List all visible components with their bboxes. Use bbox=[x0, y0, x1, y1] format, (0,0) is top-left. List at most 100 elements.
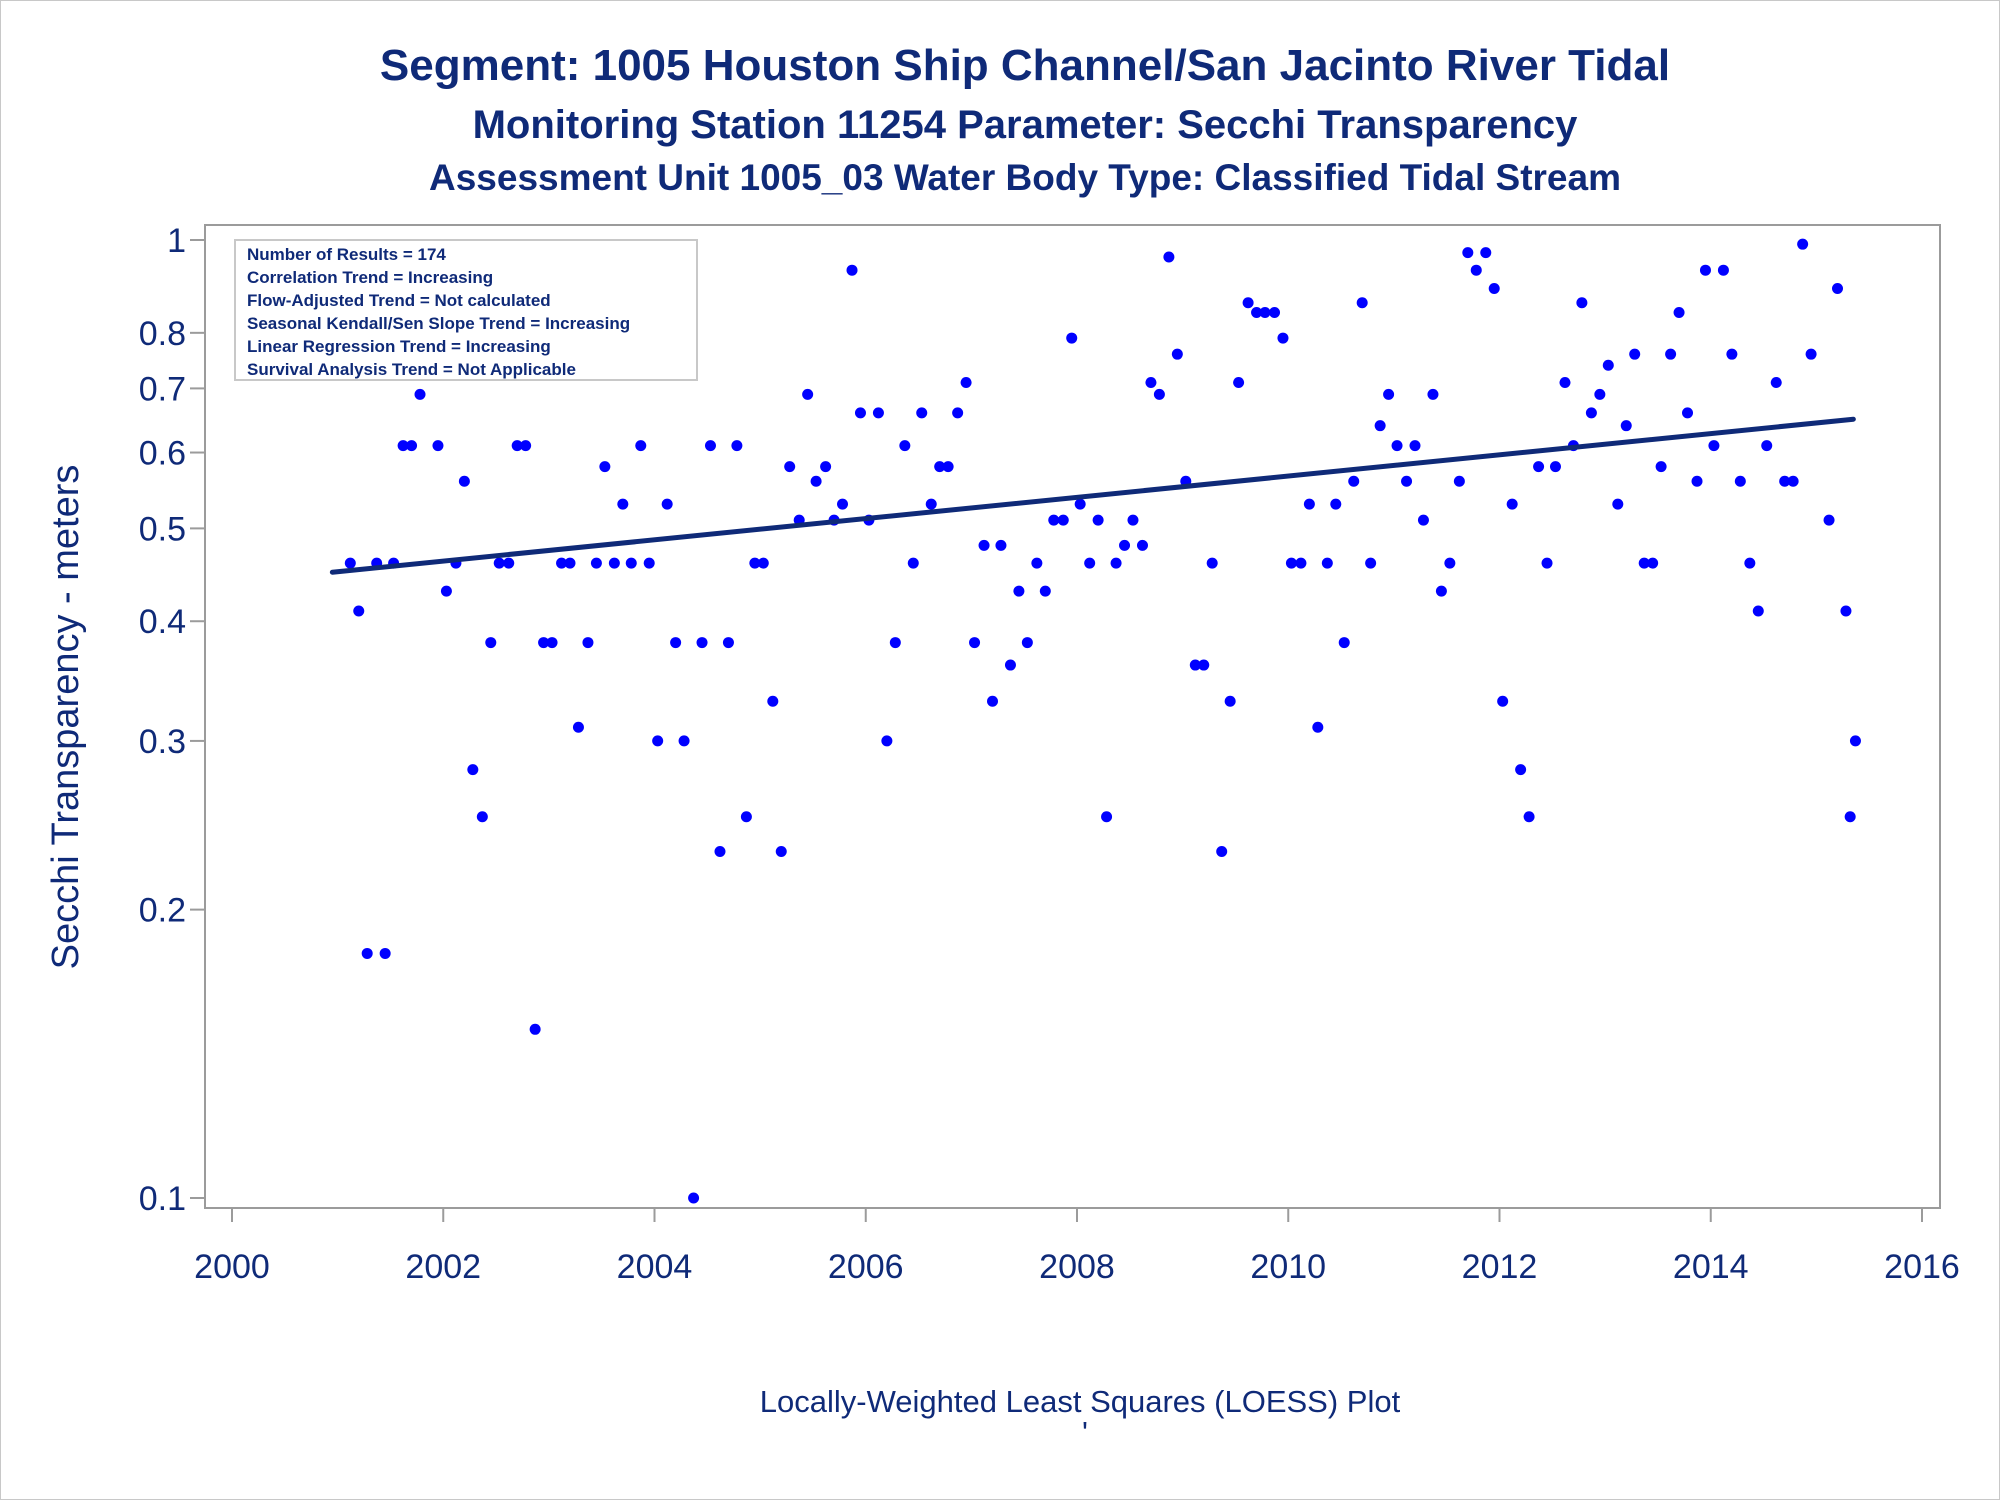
data-point bbox=[1612, 498, 1624, 510]
data-point bbox=[1057, 514, 1069, 526]
data-point bbox=[775, 845, 787, 857]
data-point bbox=[1277, 332, 1289, 344]
data-point bbox=[1066, 332, 1078, 344]
data-point bbox=[1206, 557, 1218, 569]
data-point bbox=[1224, 695, 1236, 707]
data-point bbox=[889, 637, 901, 649]
data-point bbox=[1523, 811, 1535, 823]
data-point bbox=[406, 440, 418, 452]
data-point bbox=[1673, 307, 1685, 319]
x-tick-label: 2000 bbox=[194, 1248, 270, 1286]
data-point bbox=[1312, 721, 1324, 733]
data-point bbox=[572, 721, 584, 733]
data-point bbox=[485, 637, 497, 649]
data-point bbox=[942, 461, 954, 473]
data-point bbox=[476, 811, 488, 823]
data-point bbox=[1682, 407, 1694, 419]
data-point bbox=[952, 407, 964, 419]
data-point bbox=[361, 947, 373, 959]
x-tick-label: 2008 bbox=[1039, 1248, 1115, 1286]
data-point bbox=[820, 461, 832, 473]
data-point bbox=[625, 557, 637, 569]
data-point bbox=[1189, 659, 1201, 671]
x-tick-label: 2016 bbox=[1884, 1248, 1960, 1286]
data-point bbox=[564, 557, 576, 569]
data-point bbox=[1655, 461, 1667, 473]
y-axis: 0.1 0.2 0.3 0.4 0.5 0.6 0.7 0.8 1 bbox=[139, 222, 205, 1218]
data-point bbox=[696, 637, 708, 649]
data-point bbox=[1216, 845, 1228, 857]
data-point bbox=[1787, 475, 1799, 487]
data-point bbox=[467, 764, 479, 776]
data-point bbox=[1119, 539, 1131, 551]
data-point bbox=[1110, 557, 1122, 569]
data-point bbox=[590, 557, 602, 569]
data-point bbox=[899, 440, 911, 452]
data-point bbox=[1171, 348, 1183, 360]
data-point bbox=[1576, 297, 1588, 309]
data-point bbox=[1770, 376, 1782, 388]
data-point bbox=[661, 498, 673, 510]
data-point bbox=[1198, 659, 1210, 671]
data-point bbox=[608, 557, 620, 569]
data-point bbox=[1101, 811, 1113, 823]
chart-subtitle-2: Assessment Unit 1005_03 Water Body Type:… bbox=[429, 157, 1621, 198]
data-point bbox=[1074, 498, 1086, 510]
y-tick-label: 0.1 bbox=[139, 1180, 186, 1218]
data-point bbox=[511, 440, 523, 452]
data-point bbox=[1506, 498, 1518, 510]
data-point bbox=[1136, 539, 1148, 551]
data-point bbox=[1039, 585, 1051, 597]
data-point bbox=[1013, 585, 1025, 597]
stats-seasonal-kendall-trend: Seasonal Kendall/Sen Slope Trend = Incre… bbox=[247, 314, 630, 333]
data-point bbox=[1549, 461, 1561, 473]
data-point bbox=[916, 407, 928, 419]
data-point bbox=[582, 637, 594, 649]
data-point bbox=[1823, 514, 1835, 526]
data-point bbox=[1647, 557, 1659, 569]
stats-number-of-results: Number of Results = 174 bbox=[247, 245, 446, 264]
data-point bbox=[643, 557, 655, 569]
data-point bbox=[1699, 264, 1711, 276]
x-tick-label: 2004 bbox=[617, 1248, 693, 1286]
data-point bbox=[960, 376, 972, 388]
data-point bbox=[1251, 307, 1263, 319]
data-point bbox=[397, 440, 409, 452]
data-point bbox=[1752, 605, 1764, 617]
data-point bbox=[1585, 407, 1597, 419]
data-point bbox=[1259, 307, 1271, 319]
data-point bbox=[1708, 440, 1720, 452]
data-point bbox=[995, 539, 1007, 551]
data-point bbox=[731, 440, 743, 452]
data-point bbox=[1233, 376, 1245, 388]
data-point bbox=[1594, 388, 1606, 400]
data-point bbox=[1084, 557, 1096, 569]
data-point bbox=[556, 557, 568, 569]
data-point bbox=[925, 498, 937, 510]
data-point bbox=[1717, 264, 1729, 276]
data-point bbox=[1797, 238, 1809, 250]
data-point bbox=[1031, 557, 1043, 569]
footnote: Locally-Weighted Least Squares (LOESS) P… bbox=[760, 1384, 1401, 1419]
data-point bbox=[1726, 348, 1738, 360]
data-point bbox=[529, 1023, 541, 1035]
data-point bbox=[1048, 514, 1060, 526]
stats-flow-adjusted-trend: Flow-Adjusted Trend = Not calculated bbox=[247, 291, 551, 310]
stats-survival-analysis-trend: Survival Analysis Trend = Not Applicable bbox=[247, 360, 576, 379]
data-point bbox=[1744, 557, 1756, 569]
x-tick-label: 2002 bbox=[405, 1248, 481, 1286]
data-point bbox=[1620, 420, 1632, 432]
data-point bbox=[1285, 557, 1297, 569]
data-point bbox=[1427, 388, 1439, 400]
data-point bbox=[1303, 498, 1315, 510]
data-point bbox=[1691, 475, 1703, 487]
data-point bbox=[757, 557, 769, 569]
data-point bbox=[1444, 557, 1456, 569]
data-point bbox=[414, 388, 426, 400]
data-point bbox=[1602, 359, 1614, 371]
data-point bbox=[1844, 811, 1856, 823]
x-axis: 2000 2002 2004 2006 2008 2010 2012 2014 2016 bbox=[194, 1208, 1960, 1286]
data-point bbox=[1338, 637, 1350, 649]
stats-correlation-trend: Correlation Trend = Increasing bbox=[247, 268, 493, 287]
data-point bbox=[1004, 659, 1016, 671]
